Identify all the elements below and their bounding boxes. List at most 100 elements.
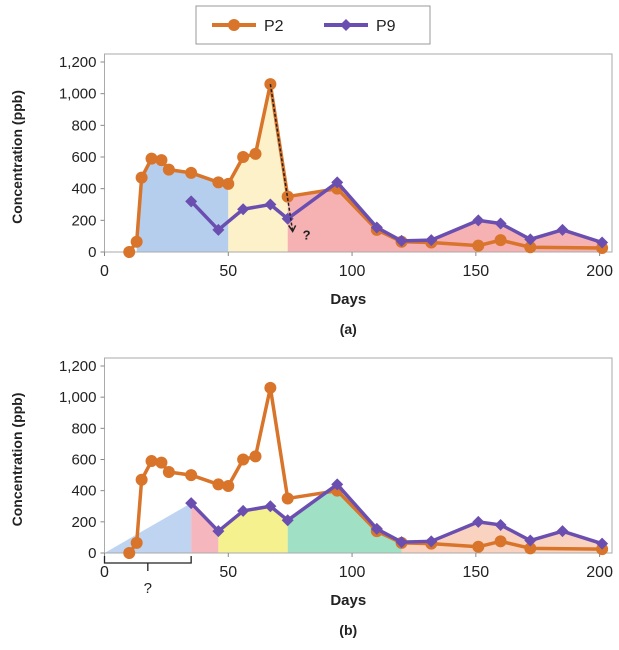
legend-marker-P2 (228, 19, 240, 31)
y-tick-label: 1,000 (59, 86, 97, 103)
data-point-P9 (556, 223, 569, 236)
data-point-P9 (264, 500, 277, 513)
y-tick-label: 600 (71, 149, 96, 166)
data-point-P2 (155, 154, 168, 167)
data-point-P2 (264, 381, 277, 394)
data-point-P2 (155, 456, 168, 469)
plot-frame (104, 53, 613, 253)
shaded-region-1 (191, 503, 219, 553)
x-tick-label: 100 (339, 263, 366, 280)
data-point-P9 (425, 535, 438, 548)
data-point-P2 (135, 473, 148, 486)
plot-frame (104, 357, 613, 554)
data-point-P9 (395, 536, 408, 549)
data-point-P9 (494, 518, 507, 531)
data-point-P9 (185, 195, 198, 208)
data-point-P2 (130, 536, 143, 549)
data-point-P2 (472, 239, 485, 252)
x-tick-label: 100 (339, 564, 366, 581)
data-point-P2 (123, 246, 136, 258)
y-tick-label: 200 (71, 212, 96, 229)
data-point-P2 (130, 235, 143, 248)
shaded-region-0 (104, 503, 192, 553)
y-tick-label: 400 (71, 181, 96, 198)
y-tick-label: 1,200 (59, 358, 97, 375)
data-point-P9 (237, 504, 250, 517)
data-point-P9 (281, 212, 294, 225)
data-point-P9 (264, 198, 277, 211)
arrow-head-icon (288, 225, 297, 233)
y-tick-label: 400 (71, 483, 96, 500)
data-point-P2 (524, 542, 537, 555)
y-axis-label: Concentration (ppb) (9, 90, 25, 224)
data-point-P9 (370, 522, 383, 535)
y-axis-label: Concentration (ppb) (9, 393, 25, 527)
y-tick-label: 800 (71, 117, 96, 134)
x-axis-label: Days (330, 592, 366, 609)
y-tick-label: 1,000 (59, 389, 97, 406)
y-tick-label: 1,200 (59, 54, 97, 71)
y-tick-label: 800 (71, 420, 96, 437)
legend-label-P9: P9 (376, 18, 396, 35)
data-point-P9 (370, 221, 383, 234)
data-point-P9 (472, 515, 485, 528)
data-point-P9 (524, 534, 537, 547)
bracket (103, 556, 192, 571)
legend-marker-P9 (340, 19, 352, 31)
x-tick-label: 150 (462, 564, 489, 581)
data-point-P2 (222, 177, 235, 190)
shaded-region-2 (287, 182, 603, 252)
data-point-P2 (185, 166, 198, 179)
data-point-P2 (212, 176, 225, 189)
data-point-P9 (472, 214, 485, 227)
data-point-P9 (556, 525, 569, 538)
data-point-P2 (281, 190, 294, 203)
data-point-P2 (135, 171, 148, 184)
panel-label: (b) (339, 622, 357, 638)
data-point-P2 (249, 147, 262, 160)
data-point-P9 (331, 176, 344, 189)
shaded-region-0 (136, 158, 229, 252)
data-point-P9 (494, 217, 507, 230)
x-tick-label: 200 (586, 564, 613, 581)
data-point-P9 (281, 514, 294, 527)
data-point-P2 (249, 450, 262, 463)
x-tick-label: 50 (219, 564, 237, 581)
data-point-P2 (494, 234, 507, 247)
y-tick-label: 0 (88, 545, 96, 562)
x-tick-label: 50 (219, 263, 237, 280)
data-point-P9 (212, 223, 225, 236)
x-tick-label: 150 (462, 263, 489, 280)
panel-label: (a) (340, 321, 357, 337)
data-point-P9 (212, 525, 225, 538)
data-point-P2 (185, 469, 198, 482)
data-point-P9 (524, 233, 537, 246)
data-point-P2 (162, 163, 175, 176)
data-point-P2 (237, 151, 250, 163)
data-point-P9 (237, 203, 250, 216)
data-point-P9 (596, 537, 609, 550)
data-point-P2 (524, 241, 537, 254)
data-point-P2 (145, 455, 158, 468)
data-point-P2 (494, 535, 507, 548)
y-tick-label: 200 (71, 514, 96, 531)
data-point-P2 (123, 547, 136, 559)
legend-label-P2: P2 (264, 18, 284, 35)
data-point-P9 (331, 478, 344, 491)
x-tick-label: 0 (100, 564, 109, 581)
y-tick-label: 0 (88, 244, 96, 261)
data-point-P9 (425, 234, 438, 247)
data-point-P9 (395, 234, 408, 247)
data-point-P2 (281, 492, 294, 505)
annotation-label: ? (144, 580, 152, 597)
annotation-label: ? (303, 227, 311, 242)
data-point-P2 (237, 453, 250, 466)
data-point-P9 (185, 497, 198, 510)
data-point-P2 (472, 540, 485, 553)
data-point-P2 (222, 479, 235, 492)
x-tick-label: 200 (586, 263, 613, 280)
data-point-P2 (212, 478, 225, 491)
data-point-P2 (162, 465, 175, 478)
